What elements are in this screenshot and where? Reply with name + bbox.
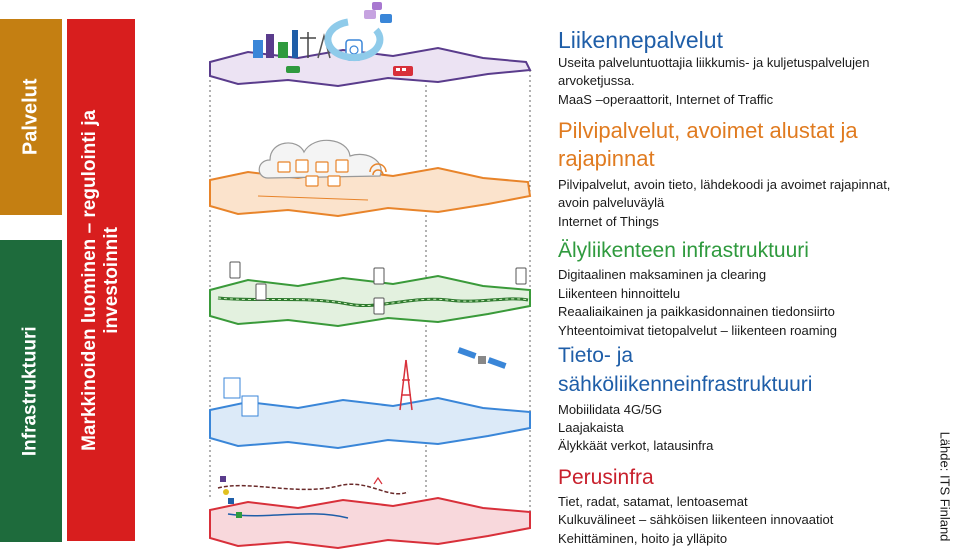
section-line: Laajakaista	[558, 420, 624, 435]
section-title-alyliikenne: Älyliikenteen infrastruktuuri	[558, 239, 809, 262]
satellite-icon	[457, 347, 507, 369]
document-icons	[223, 377, 259, 417]
section-line: arvoketjussa.	[558, 73, 635, 88]
chat-bubble-icons	[364, 2, 392, 23]
bus-icon	[393, 66, 413, 76]
palvelut-label: Palvelut	[19, 78, 42, 156]
section-line: avoin palveluväylä	[558, 195, 665, 210]
section-line: Internet of Things	[558, 214, 659, 229]
section-line: Reaaliaikainen ja paikkasidonnainen tied…	[558, 304, 835, 319]
section-line: Useita palveluntuottajia liikkumis- ja k…	[558, 55, 870, 70]
antenna-tower-icon	[399, 359, 413, 411]
layer-diagram	[209, 2, 532, 550]
base-infra-layer	[209, 476, 531, 550]
section-title-tieto-line1: Tieto- ja	[558, 344, 634, 367]
section-line: Digitaalinen maksaminen ja clearing	[558, 267, 767, 282]
section-title-perusinfra: Perusinfra	[558, 466, 654, 489]
infrastruktuuri-label: Infrastruktuuri	[19, 326, 41, 456]
infrastruktuuri-bar: Infrastruktuuri	[0, 240, 62, 542]
charging-station-icon	[229, 261, 527, 315]
section-line: Liikenteen hinnoittelu	[558, 286, 681, 301]
markkinoiden-label: Markkinoiden luominen – regulointi ja in…	[79, 110, 124, 451]
section-line: Kehittäminen, hoito ja ylläpito	[558, 531, 728, 546]
cloud-layer	[209, 139, 532, 218]
source-note-text: Lähde: ITS Finland	[937, 431, 953, 541]
text-column: Liikennepalvelut Useita palveluntuottaji…	[558, 0, 930, 552]
section-line: Yhteentoimivat tietopalvelut – liikentee…	[558, 323, 837, 338]
services-layer	[209, 2, 532, 88]
section-line: Pilvipalvelut, avoin tieto, lähdekoodi j…	[558, 177, 891, 192]
section-title-pilvipalvelut-line2: rajapinnat	[558, 146, 655, 171]
telecom-layer	[209, 347, 531, 450]
source-note: Lähde: ITS Finland	[930, 420, 960, 552]
section-title-liikennepalvelut: Liikennepalvelut	[558, 27, 723, 53]
wifi-icon	[369, 163, 387, 176]
section-line: MaaS –operaattorit, Internet of Traffic	[558, 92, 774, 107]
section-title-tieto-line2: sähköliikenneinfrastruktuuri	[558, 373, 813, 396]
palvelut-bar: Palvelut	[0, 19, 62, 215]
section-line: Älykkäät verkot, latausinfra	[558, 438, 714, 453]
map-icon	[217, 476, 409, 519]
its-layer	[209, 261, 531, 328]
section-line: Kulkuvälineet – sähköisen liikenteen inn…	[558, 512, 834, 527]
markkinoiden-label-line1: Markkinoiden luominen – regulointi ja	[78, 109, 100, 451]
refresh-arrow-icon	[324, 18, 384, 62]
section-line: Mobiilidata 4G/5G	[558, 402, 663, 417]
car-icon	[286, 66, 300, 73]
city-icon	[253, 30, 331, 59]
section-line: Tiet, radat, satamat, lentoasemat	[558, 494, 748, 509]
section-title-pilvipalvelut-line1: Pilvipalvelut, avoimet alustat ja	[558, 118, 858, 143]
markkinoiden-bar: Markkinoiden luominen – regulointi ja in…	[67, 19, 135, 541]
markkinoiden-label-line2: investoinnit	[101, 226, 122, 334]
